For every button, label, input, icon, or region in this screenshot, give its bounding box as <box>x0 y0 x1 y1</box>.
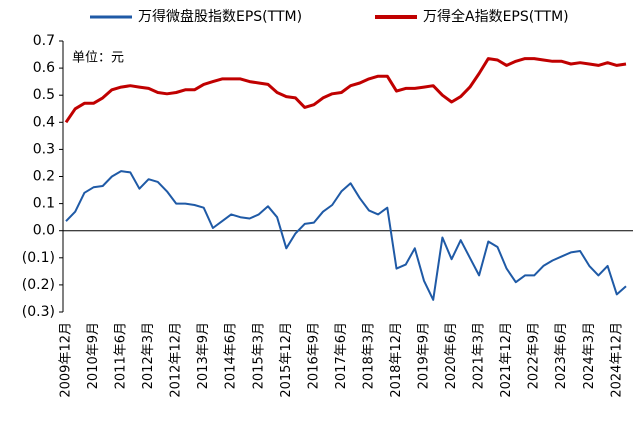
x-tick-label: 2024年3月 <box>582 322 597 389</box>
x-tick-label: 2010年9月 <box>86 322 101 389</box>
x-tick-label: 2019年9月 <box>417 322 432 389</box>
series-line <box>65 170 627 301</box>
x-tick-label: 2018年3月 <box>361 322 376 389</box>
x-tick-label: 2024年12月 <box>609 322 624 398</box>
y-tick-label: 0.2 <box>33 169 55 185</box>
x-tick-label: 2009年12月 <box>59 322 74 398</box>
y-tick-label: 0.3 <box>33 141 55 157</box>
y-tick-label: 0.0 <box>33 223 55 239</box>
x-tick-label: 2022年9月 <box>527 322 542 389</box>
x-tick-label: 2015年12月 <box>279 322 294 398</box>
y-tick-label: (0.1) <box>22 250 55 266</box>
x-tick-label: 2021年3月 <box>472 322 487 389</box>
y-tick-label: (0.3) <box>22 304 55 320</box>
x-tick-label: 2012年3月 <box>141 322 156 389</box>
x-tick-label: 2012年12月 <box>169 322 184 398</box>
x-tick-label: 2018年12月 <box>389 322 404 398</box>
x-tick-label: 2011年6月 <box>114 322 129 389</box>
unit-annotation: 单位：元 <box>72 51 124 66</box>
x-tick-label: 2017年6月 <box>334 322 349 389</box>
x-tick-label: 2023年6月 <box>554 322 569 389</box>
legend-label: 万得全A指数EPS(TTM) <box>423 8 569 25</box>
x-tick-label: 2014年6月 <box>224 322 239 389</box>
y-tick-label: (0.2) <box>22 277 55 293</box>
y-tick-label: 0.6 <box>33 60 55 76</box>
x-tick-label: 2016年9月 <box>306 322 321 389</box>
legend-label: 万得微盘股指数EPS(TTM) <box>138 8 302 25</box>
y-tick-label: 0.1 <box>33 196 55 212</box>
x-tick-label: 2013年9月 <box>196 322 211 389</box>
y-tick-label: 0.4 <box>33 114 55 130</box>
series-line <box>64 57 627 124</box>
x-tick-label: 2020年6月 <box>444 322 459 389</box>
y-tick-label: 0.5 <box>33 87 55 103</box>
y-tick-label: 0.7 <box>33 33 55 49</box>
x-tick-label: 2015年3月 <box>251 322 266 389</box>
x-tick-label: 2021年12月 <box>499 322 514 398</box>
